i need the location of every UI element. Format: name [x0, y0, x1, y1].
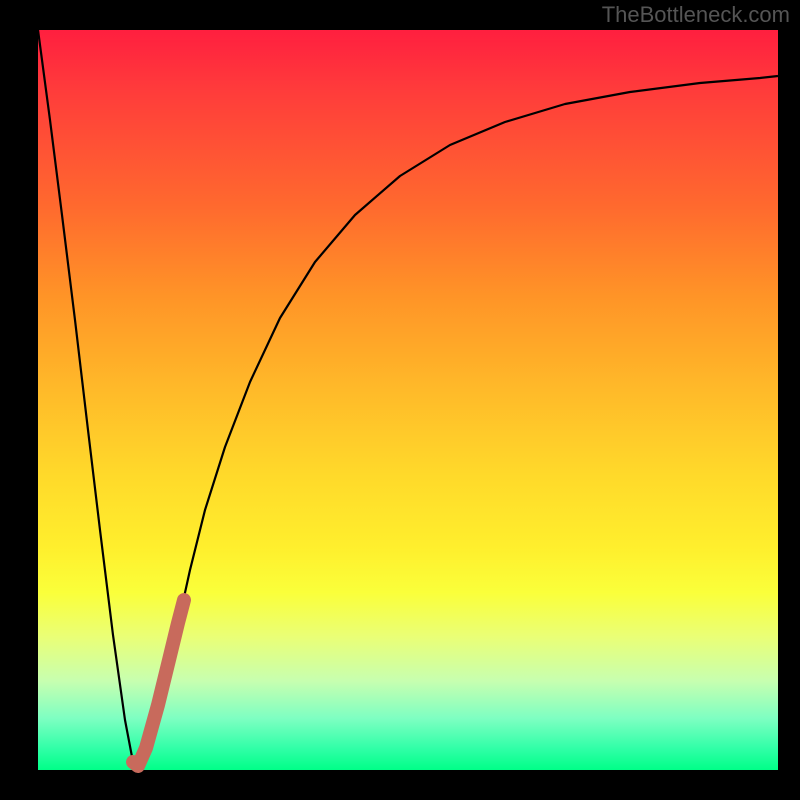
- curve-overlay: [0, 0, 800, 800]
- watermark-text: TheBottleneck.com: [602, 2, 790, 28]
- highlight-segment: [133, 600, 184, 766]
- bottleneck-curve: [38, 30, 778, 769]
